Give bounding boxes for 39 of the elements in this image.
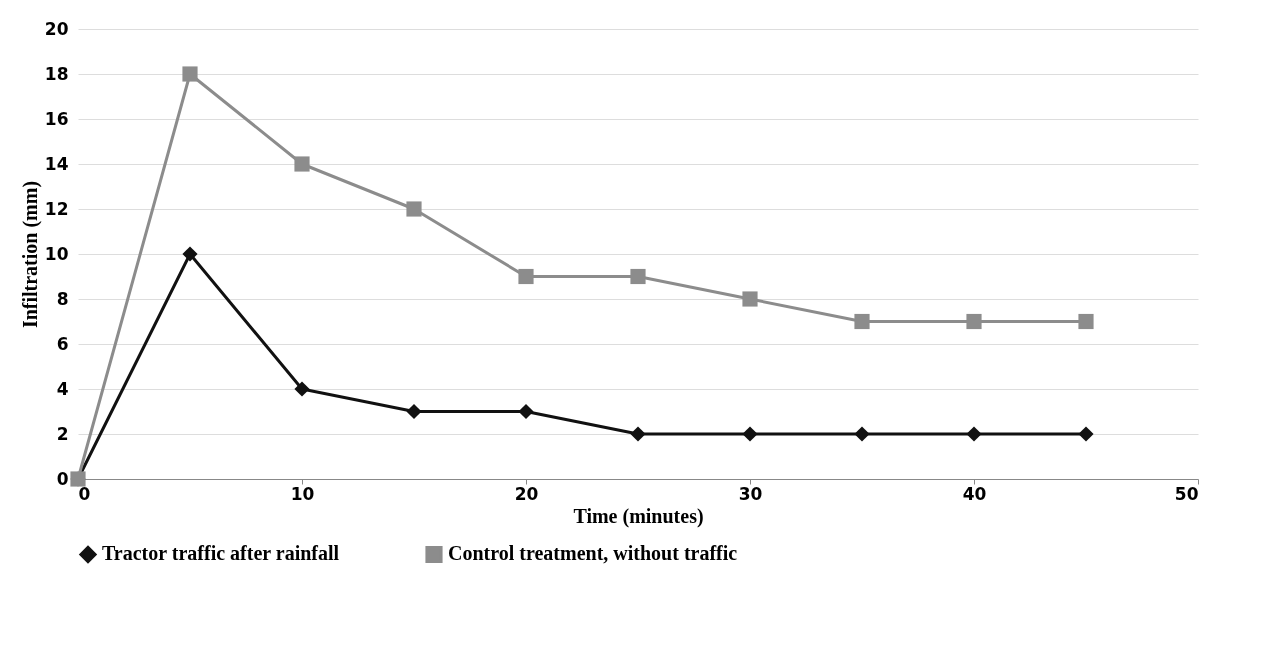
point (406, 403, 422, 420)
x-tick-label: 30 (738, 483, 763, 504)
y-tick-label: 16 (44, 108, 69, 129)
y-tick-label: 10 (44, 243, 69, 264)
y-axis-title: Infiltration (mm) (18, 180, 42, 329)
point (518, 268, 534, 285)
point (518, 403, 534, 420)
y-tick-label: 12 (44, 198, 69, 219)
point (182, 66, 198, 82)
point (294, 156, 310, 172)
point (406, 201, 422, 217)
point (966, 426, 982, 442)
legend-label: Tractor traffic after rainfall (102, 542, 340, 565)
point (1078, 313, 1094, 330)
x-tick-label: 10 (290, 483, 315, 504)
y-tick-label: 18 (44, 63, 69, 84)
point (630, 268, 646, 285)
point (294, 381, 310, 397)
point (966, 313, 982, 330)
point (854, 313, 870, 330)
y-tick-label: 4 (56, 378, 69, 399)
point (182, 246, 198, 262)
point (854, 426, 870, 442)
x-tick-label: 50 (1174, 483, 1199, 504)
legend-label: Control treatment, without traffic (448, 542, 738, 565)
y-tick-label: 8 (56, 288, 69, 309)
point (742, 426, 758, 442)
point (742, 291, 758, 307)
x-axis-title: Time (minutes) (573, 504, 704, 528)
x-tick-label: 0 (78, 483, 91, 504)
y-tick-label: 14 (44, 153, 69, 174)
y-tick-label: 2 (56, 423, 69, 444)
y-tick-label: 20 (44, 18, 69, 39)
point (1078, 426, 1094, 442)
point (630, 426, 646, 442)
y-tick-label: 6 (56, 333, 69, 354)
x-tick-label: 40 (962, 483, 987, 504)
y-tick-label: 0 (56, 468, 69, 489)
x-tick-label: 20 (514, 483, 539, 504)
